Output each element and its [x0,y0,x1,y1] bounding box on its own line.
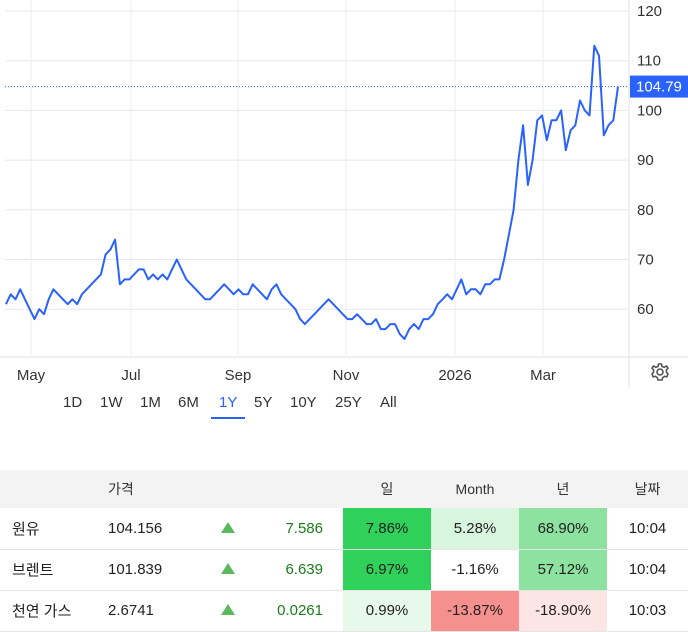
range-button-1m[interactable]: 1M [140,394,161,411]
triangle-up-icon [220,604,235,615]
price-value: 104.156 [108,519,163,537]
update-time: 10:03 [628,602,667,619]
up-arrow-icon [199,590,256,631]
y-tick-label: 60 [637,301,654,318]
last-value-badge: 104.79 [630,75,688,98]
price-value: 101.839 [108,561,163,578]
day-change-pct: 7.86% [343,508,431,549]
x-tick-label: Mar [530,367,556,384]
range-button-10y[interactable]: 10Y [290,394,317,411]
price-chart[interactable]: 120 110 100 90 80 70 60 May Jul Sep Nov 2026 Mar 10… [0,0,688,388]
year-change-pct: -18.90% [519,590,607,631]
y-tick-label: 70 [637,252,654,269]
x-tick-label: May [17,367,46,384]
commodity-name: 브렌트 [12,562,54,579]
header-day: 일 [380,481,394,497]
table-row[interactable]: 원유 104.156 7.586 7.86% 5.28% 68.90% 10:04 [0,508,688,549]
table-header-row: 가격 일 Month 년 날짜 [0,470,688,508]
month-change-pct: -1.16% [431,549,519,590]
commodities-table: 가격 일 Month 년 날짜 원유 104.156 7.586 7.86% 5.28%… [0,470,688,632]
header-date: 날짜 [634,481,661,497]
day-change-pct: 6.97% [343,549,431,590]
y-tick-label: 100 [637,102,662,119]
change-value: 6.639 [285,561,323,578]
triangle-up-icon [220,521,235,533]
range-button-all[interactable]: All [380,394,397,411]
table-row[interactable]: 브렌트 101.839 6.639 6.97% -1.16% 57.12% 10:04 [0,549,688,590]
header-month: Month [455,481,495,497]
range-button-1y[interactable]: 1Y [210,394,246,419]
change-value: 0.0261 [277,602,323,619]
y-tick-label: 110 [637,53,661,70]
x-tick-label: Sep [225,367,252,384]
time-range-selector: 1D 1W 1M 6M 1Y 5Y 10Y 25Y All [0,388,688,424]
table-row[interactable]: 천연 가스 2.6741 0.0261 0.99% -13.87% -18.90% 10:0… [0,590,688,631]
range-button-6m[interactable]: 6M [178,394,199,411]
y-tick-label: 80 [637,202,654,219]
range-button-25y[interactable]: 25Y [335,394,362,411]
day-change-pct: 0.99% [343,590,431,631]
settings-button[interactable] [650,363,670,381]
x-tick-label: Jul [121,367,140,384]
up-arrow-icon [199,549,256,590]
year-change-pct: 68.90% [519,508,607,549]
x-tick-label: 2026 [438,367,471,384]
range-button-1w[interactable]: 1W [100,394,123,411]
triangle-up-icon [220,563,235,574]
x-axis-labels: May Jul Sep Nov 2026 Mar [17,367,556,384]
y-tick-label: 90 [637,152,654,169]
update-time: 10:04 [628,519,667,537]
commodity-name: 원유 [12,520,40,538]
chart-grid [0,0,688,388]
price-series-line [5,44,619,340]
month-change-pct: -13.87% [431,590,519,631]
range-button-1d[interactable]: 1D [63,394,83,411]
gear-icon [650,363,670,381]
year-change-pct: 57.12% [519,549,607,590]
change-value: 7.586 [285,519,323,537]
y-tick-label: 120 [637,3,662,20]
commodity-name: 천연 가스 [12,603,72,620]
x-tick-label: Nov [333,367,360,384]
price-value: 2.6741 [108,602,154,619]
range-button-5y[interactable]: 5Y [254,394,273,411]
up-arrow-icon [199,508,256,549]
last-value-label: 104.79 [636,79,682,96]
header-price: 가격 [108,481,134,497]
y-axis-labels: 120 110 100 90 80 70 60 [637,3,662,318]
header-name [0,470,108,508]
header-year: 년 [556,481,570,497]
month-change-pct: 5.28% [431,508,519,549]
update-time: 10:04 [628,561,667,578]
